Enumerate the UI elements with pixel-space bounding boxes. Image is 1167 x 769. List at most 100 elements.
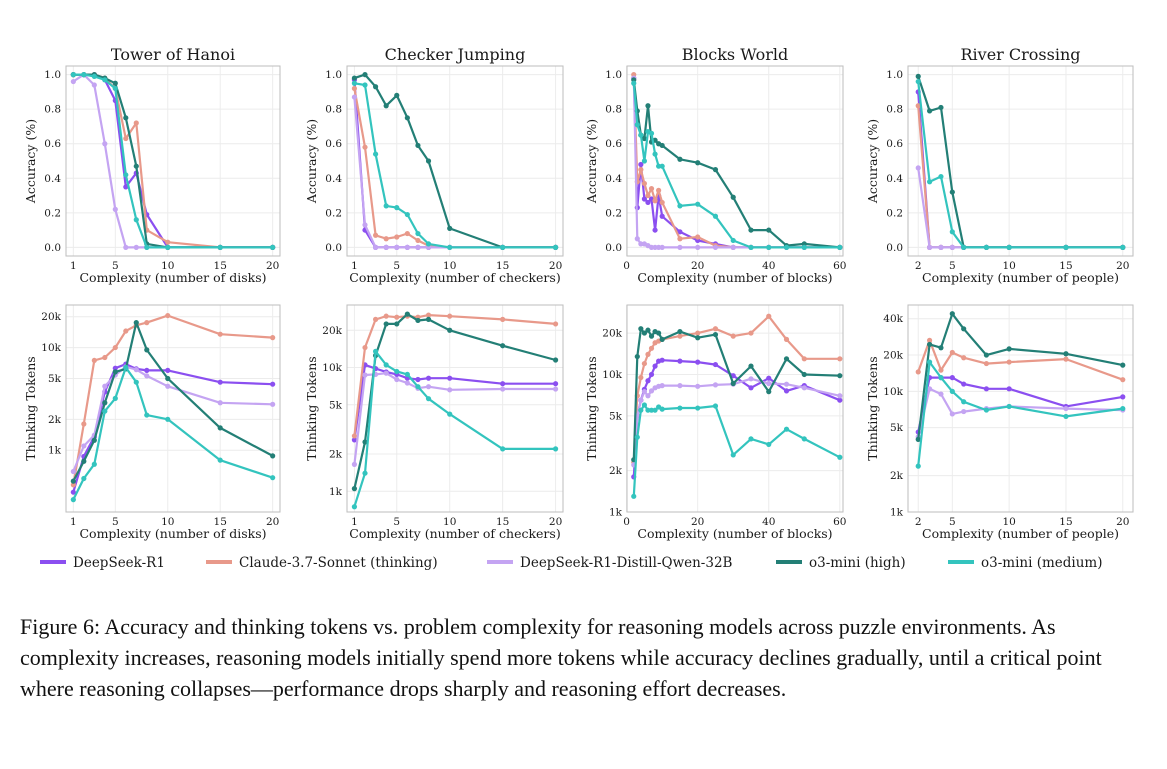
series-claude-3-7-sonnet-thinking bbox=[70, 72, 276, 250]
panel-4: 2 5 10 15 20 0.0 0.2 0.4 0.6 0.8 1.0 River Crossing… bbox=[865, 45, 1134, 285]
data-point bbox=[500, 316, 506, 322]
y-tick-label: 1.0 bbox=[886, 69, 903, 81]
data-point bbox=[938, 173, 944, 180]
y-tick-label: 0.4 bbox=[44, 173, 61, 185]
series-deepseek-r1 bbox=[631, 357, 843, 480]
series-o3-mini-medium bbox=[351, 348, 559, 510]
data-point bbox=[730, 244, 736, 250]
data-point bbox=[112, 80, 118, 86]
data-point bbox=[1120, 394, 1126, 400]
data-point bbox=[648, 333, 655, 339]
data-point bbox=[645, 192, 651, 199]
data-point bbox=[926, 337, 933, 343]
data-point bbox=[961, 244, 967, 250]
data-point bbox=[425, 158, 432, 164]
series-o3-mini-high bbox=[631, 77, 843, 250]
data-point bbox=[394, 321, 400, 327]
data-point bbox=[634, 122, 640, 128]
data-point bbox=[938, 345, 944, 351]
data-point bbox=[500, 381, 506, 387]
data-point bbox=[677, 328, 683, 335]
data-point bbox=[123, 115, 129, 121]
data-point bbox=[270, 335, 276, 341]
data-point bbox=[165, 239, 171, 245]
data-point bbox=[383, 362, 389, 368]
data-point bbox=[270, 401, 276, 407]
data-point bbox=[766, 441, 772, 448]
data-point bbox=[638, 326, 644, 332]
data-point bbox=[961, 381, 967, 387]
y-tick-label: 0.0 bbox=[44, 242, 61, 254]
panel-title: Tower of Hanoi bbox=[111, 45, 235, 64]
data-point bbox=[394, 376, 400, 383]
series-line bbox=[73, 73, 273, 249]
data-point bbox=[801, 436, 807, 442]
legend-item-o3-mini-high: o3-mini (high) bbox=[776, 555, 906, 571]
data-point bbox=[949, 189, 955, 195]
data-point bbox=[983, 244, 990, 250]
series-line bbox=[632, 78, 840, 249]
data-point bbox=[641, 135, 648, 142]
data-point bbox=[659, 383, 665, 389]
data-point bbox=[656, 244, 662, 250]
data-point bbox=[926, 359, 933, 365]
data-point bbox=[645, 393, 651, 399]
data-point bbox=[938, 367, 944, 373]
data-point bbox=[112, 344, 118, 351]
data-point bbox=[659, 357, 665, 363]
y-tick-label: 0.8 bbox=[605, 104, 622, 116]
y-tick-label: 10k bbox=[602, 369, 622, 381]
data-point bbox=[748, 376, 754, 382]
panel-7: 0 20 40 60 1k 2k 5k 10k 20k Complexity (number of… bbox=[584, 304, 846, 541]
data-point bbox=[712, 331, 719, 338]
legend-label: o3-mini (high) bbox=[809, 555, 906, 571]
series-o3-mini-medium bbox=[631, 402, 843, 499]
series-deepseek-r1-distill-qwen-32b bbox=[70, 72, 276, 250]
series-line bbox=[354, 73, 556, 249]
data-point bbox=[961, 326, 967, 332]
data-point bbox=[165, 383, 171, 389]
data-point bbox=[372, 151, 379, 157]
data-point bbox=[801, 244, 807, 250]
data-point bbox=[652, 244, 658, 250]
data-point bbox=[730, 237, 736, 244]
data-point bbox=[631, 493, 637, 499]
data-point bbox=[447, 225, 453, 231]
data-point bbox=[783, 356, 790, 362]
data-point bbox=[677, 236, 683, 242]
data-point bbox=[415, 142, 421, 149]
data-point bbox=[447, 244, 453, 250]
data-point bbox=[949, 229, 955, 235]
data-point bbox=[500, 386, 506, 392]
data-point bbox=[730, 380, 736, 387]
data-point bbox=[659, 142, 665, 149]
data-point bbox=[712, 167, 719, 173]
data-point bbox=[362, 344, 368, 351]
data-point bbox=[766, 313, 772, 319]
data-point bbox=[677, 383, 683, 389]
data-point bbox=[659, 336, 665, 342]
data-point bbox=[102, 383, 108, 389]
series-claude-3-7-sonnet-thinking bbox=[351, 85, 559, 250]
data-point bbox=[447, 375, 453, 381]
data-point bbox=[144, 373, 150, 379]
data-point bbox=[70, 482, 76, 488]
data-point bbox=[394, 244, 400, 250]
data-point bbox=[915, 165, 921, 171]
data-point bbox=[102, 408, 108, 414]
data-point bbox=[362, 222, 368, 228]
data-point bbox=[837, 244, 843, 250]
y-tick-label: 40k bbox=[883, 313, 903, 325]
data-point bbox=[552, 357, 559, 363]
y-tick-label: 10k bbox=[883, 386, 903, 398]
plot-frame bbox=[626, 65, 844, 257]
data-point bbox=[783, 381, 790, 387]
series-line bbox=[917, 76, 1123, 249]
data-point bbox=[552, 381, 559, 387]
series-o3-mini-high bbox=[351, 311, 559, 492]
x-axis-label: Complexity (number of disks) bbox=[79, 526, 266, 541]
legend-label: Claude-3.7-Sonnet (thinking) bbox=[239, 555, 438, 571]
x-tick-label: 10 bbox=[443, 516, 456, 528]
data-point bbox=[383, 203, 389, 209]
y-tick-label: 2k bbox=[329, 449, 343, 461]
